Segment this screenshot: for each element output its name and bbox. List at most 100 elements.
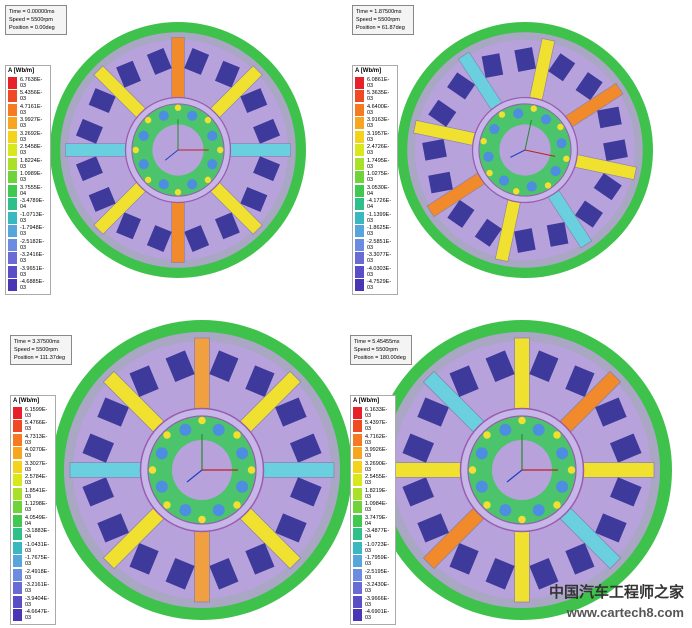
legend-label: 1.0275E-03 [367,171,390,184]
legend-swatch [353,528,362,541]
legend-row: 4.0549E-04 [13,514,53,528]
legend-title: A [Wb/m] [353,398,380,404]
legend-row: -4.0303E-03 [355,265,395,279]
coil [449,365,479,397]
legend-row: -1.1399E-03 [355,211,395,225]
coil [275,397,307,427]
flux-spot [179,423,192,436]
legend-swatch [355,225,364,238]
motor-cross-section [372,320,672,620]
coil [529,350,559,383]
legend-swatch [353,514,362,527]
legend-swatch [13,474,22,487]
slot-gap [65,143,133,157]
legend-swatch [13,609,22,622]
legend-row: -1.0431E-03 [13,541,53,555]
legend-swatch [13,582,22,595]
flux-spot [138,130,149,141]
slot-gap [389,462,469,478]
info-box: Time = 1.87500ms Speed = 5500rpm Position … [352,5,414,35]
legend-label: -1.0723E-03 [365,541,390,554]
flux-spot [486,169,493,177]
info-line: Time = 3.37500ms [14,339,60,345]
flux-spot [236,447,249,460]
watermark-title: 中国汽车工程师之家 [548,584,684,601]
legend-swatch [13,555,22,568]
flux-spot [212,504,225,517]
legend-row: -3.1883E-04 [13,528,53,542]
legend-swatch [355,103,364,116]
legend-label: -4.0303E-03 [367,265,392,278]
flux-spot [513,188,520,195]
legend-label: 1.0984E-03 [365,501,388,514]
flux-spot [567,466,576,474]
flux-spot [163,431,171,439]
legend-swatch [13,433,22,446]
flux-spot [144,176,152,184]
legend-row: -2.5182E-03 [8,238,48,252]
legend-swatch [353,568,362,581]
coil [209,350,239,383]
legend-label: 6.7638E-03 [20,76,43,89]
legend-row: 3.9926E-03 [353,447,393,461]
legend-row: -4.1726E-04 [355,198,395,212]
flux-spot [155,480,168,493]
coil [474,218,502,247]
axis [510,149,526,158]
coil [529,557,559,590]
legend-row: 5.3635E-03 [355,90,395,104]
flux-spot [158,179,169,190]
flux-spot [132,146,139,154]
legend-row: -1.0713E-03 [8,211,48,225]
legend-swatch [355,144,364,157]
legend-row: -1.7948E-03 [8,225,48,239]
legend-swatch [8,225,17,238]
coil [97,397,129,427]
legend-swatch [353,555,362,568]
legend-label: -4.1726E-04 [367,198,392,211]
flux-spot [532,504,545,517]
legend-label: 6.0861E-03 [367,76,390,89]
legend-label: -3.9666E-03 [365,595,390,608]
legend-label: -3.4877E-04 [365,528,390,541]
flux-spot [556,138,567,149]
slot-gap [69,462,149,478]
legend-label: -4.7529E-03 [367,279,392,292]
legend-row: 1.8224E-03 [8,157,48,171]
flux-spot [498,111,506,118]
flux-spot [236,480,249,493]
legend-swatch [353,487,362,500]
legend-swatch [13,528,22,541]
flux-spot [518,416,526,425]
legend-row: 3.0530E-04 [355,184,395,198]
coil [597,106,622,129]
legend-swatch [8,90,17,103]
legend-row: -3.9666E-03 [353,595,393,609]
coil [417,513,449,543]
slot-gap [223,143,291,157]
legend-swatch [355,76,364,89]
info-line: Speed = 5500rpm [356,17,400,23]
flux-spot [198,515,206,524]
legend-swatch [8,103,17,116]
legend-row: -4.6647E-03 [13,609,53,623]
legend-label: 6.1633E-03 [365,406,388,419]
slot-gap [194,523,210,603]
legend-label: -3.4789E-04 [20,198,45,211]
legend-row: 2.5784E-03 [13,474,53,488]
flux-spot [530,105,537,112]
coil [609,477,642,507]
legend-label: 4.6400E-03 [367,103,390,116]
flux-spot [550,165,561,177]
coil [449,543,479,575]
legend-swatch [8,117,17,130]
coil [82,477,115,507]
legend-label: 1.8219E-03 [365,487,388,500]
legend-row: -2.5195E-03 [353,568,393,582]
legend-row: -1.0723E-03 [353,541,393,555]
legend-row: 6.0861E-03 [355,76,395,90]
legend-swatch [355,184,364,197]
legend-swatch [353,447,362,460]
coil [184,225,210,253]
coil [116,212,142,240]
